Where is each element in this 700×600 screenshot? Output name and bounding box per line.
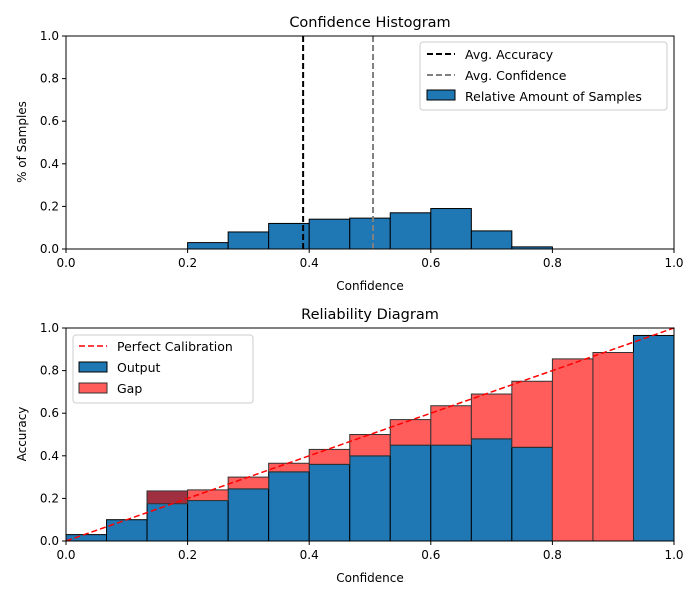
y-axis-label: % of Samples: [15, 101, 29, 183]
gap-bar: [187, 489, 229, 502]
output-bar: [65, 534, 108, 542]
x-tick-label: 0.4: [300, 256, 319, 270]
y-axis-ticks: 0.0 0.2 0.4 0.6 0.8 1.0: [40, 321, 66, 548]
histogram-bar: [308, 218, 351, 250]
x-tick-label: 1.0: [664, 548, 683, 562]
histogram-bar: [470, 230, 513, 250]
x-axis-ticks: 0.0 0.2 0.4 0.6 0.8 1.0: [56, 541, 684, 562]
output-bar: [632, 334, 675, 542]
legend-avg-accuracy-label: Avg. Accuracy: [465, 47, 554, 62]
output-bar: [430, 444, 472, 542]
legend-gap-label: Gap: [117, 381, 142, 396]
output-bar: [187, 500, 229, 542]
gap-bar: [389, 419, 432, 446]
legend-box: [419, 41, 668, 111]
confidence-histogram: Confidence Histogram 0.0 0.2 0.4 0.6 0.8 1.0 …: [15, 15, 684, 293]
y-tick-label: 1.0: [40, 29, 59, 43]
histogram-bar: [430, 208, 472, 250]
perfect-calibration-line: [65, 327, 675, 542]
y-axis-ticks: 0.0 0.2 0.4 0.6 0.8 1.0: [40, 29, 66, 256]
x-tick-label: 0.8: [543, 256, 562, 270]
legend: Perfect Calibration Output Gap: [72, 334, 254, 404]
y-tick-label: 0.6: [40, 114, 59, 128]
gap-bar: [349, 434, 391, 457]
chart-title: Reliability Diagram: [301, 307, 439, 323]
x-tick-label: 0.2: [178, 256, 197, 270]
output-bar: [389, 444, 432, 542]
output-bars: [65, 334, 675, 542]
output-bar: [268, 471, 310, 542]
output-bar: [349, 455, 391, 542]
legend-avg-confidence-label: Avg. Confidence: [465, 68, 567, 83]
y-tick-label: 0.2: [40, 199, 59, 213]
y-tick-label: 0.6: [40, 406, 59, 420]
reliability-diagram: Reliability Diagram 0.0 0.2 0.4 0.6 0.8 1.0 0…: [15, 307, 684, 585]
y-tick-label: 0.8: [40, 364, 59, 378]
x-tick-label: 0.4: [300, 548, 319, 562]
x-tick-label: 0.8: [543, 548, 562, 562]
average-lines: [302, 36, 375, 249]
x-tick-label: 0.6: [421, 256, 440, 270]
gap-bar: [146, 490, 189, 505]
output-bar: [511, 446, 553, 542]
calibration-line-group: [65, 327, 675, 542]
chart-title: Confidence Histogram: [289, 15, 450, 31]
output-bar: [470, 438, 513, 542]
legend: Avg. Accuracy Avg. Confidence Relative A…: [419, 41, 668, 111]
x-tick-label: 0.6: [421, 548, 440, 562]
x-tick-label: 0.0: [56, 256, 75, 270]
legend-output-swatch: [78, 361, 108, 373]
x-axis-label: Confidence: [336, 279, 403, 293]
legend-calibration-label: Perfect Calibration: [117, 339, 233, 354]
output-bar: [106, 519, 148, 542]
x-tick-label: 0.0: [56, 548, 75, 562]
x-axis-ticks: 0.0 0.2 0.4 0.6 0.8 1.0: [56, 249, 684, 270]
y-tick-label: 0.8: [40, 72, 59, 86]
x-tick-label: 0.2: [178, 548, 197, 562]
gap-bar: [551, 358, 594, 542]
y-axis-label: Accuracy: [15, 407, 29, 462]
histogram-bar: [187, 242, 229, 250]
x-axis-label: Confidence: [336, 571, 403, 585]
output-bar: [227, 488, 270, 542]
gap-bar: [308, 448, 351, 465]
legend-box: [72, 334, 254, 404]
y-tick-label: 0.2: [40, 491, 59, 505]
y-tick-label: 1.0: [40, 321, 59, 335]
gap-bar: [592, 351, 634, 542]
plot-frame: [65, 327, 675, 542]
plot-frame: [65, 35, 675, 250]
gap-bars: [146, 351, 634, 542]
y-tick-label: 0.4: [40, 157, 59, 171]
y-tick-label: 0.0: [40, 534, 59, 548]
legend-output-label: Output: [117, 360, 161, 375]
histogram-bar: [389, 212, 432, 250]
y-tick-label: 0.0: [40, 242, 59, 256]
gap-bar: [430, 405, 472, 446]
output-bar: [308, 463, 351, 542]
gap-bar: [227, 476, 270, 490]
legend-samples-swatch: [426, 89, 456, 101]
x-tick-label: 1.0: [664, 256, 683, 270]
y-tick-label: 0.4: [40, 449, 59, 463]
histogram-bar: [349, 217, 391, 250]
gap-bar: [511, 380, 553, 448]
legend-samples-label: Relative Amount of Samples: [465, 89, 642, 104]
histogram-bar: [227, 231, 270, 250]
histogram-bars: [187, 208, 553, 250]
gap-bar: [470, 393, 513, 440]
legend-gap-swatch: [78, 382, 108, 394]
